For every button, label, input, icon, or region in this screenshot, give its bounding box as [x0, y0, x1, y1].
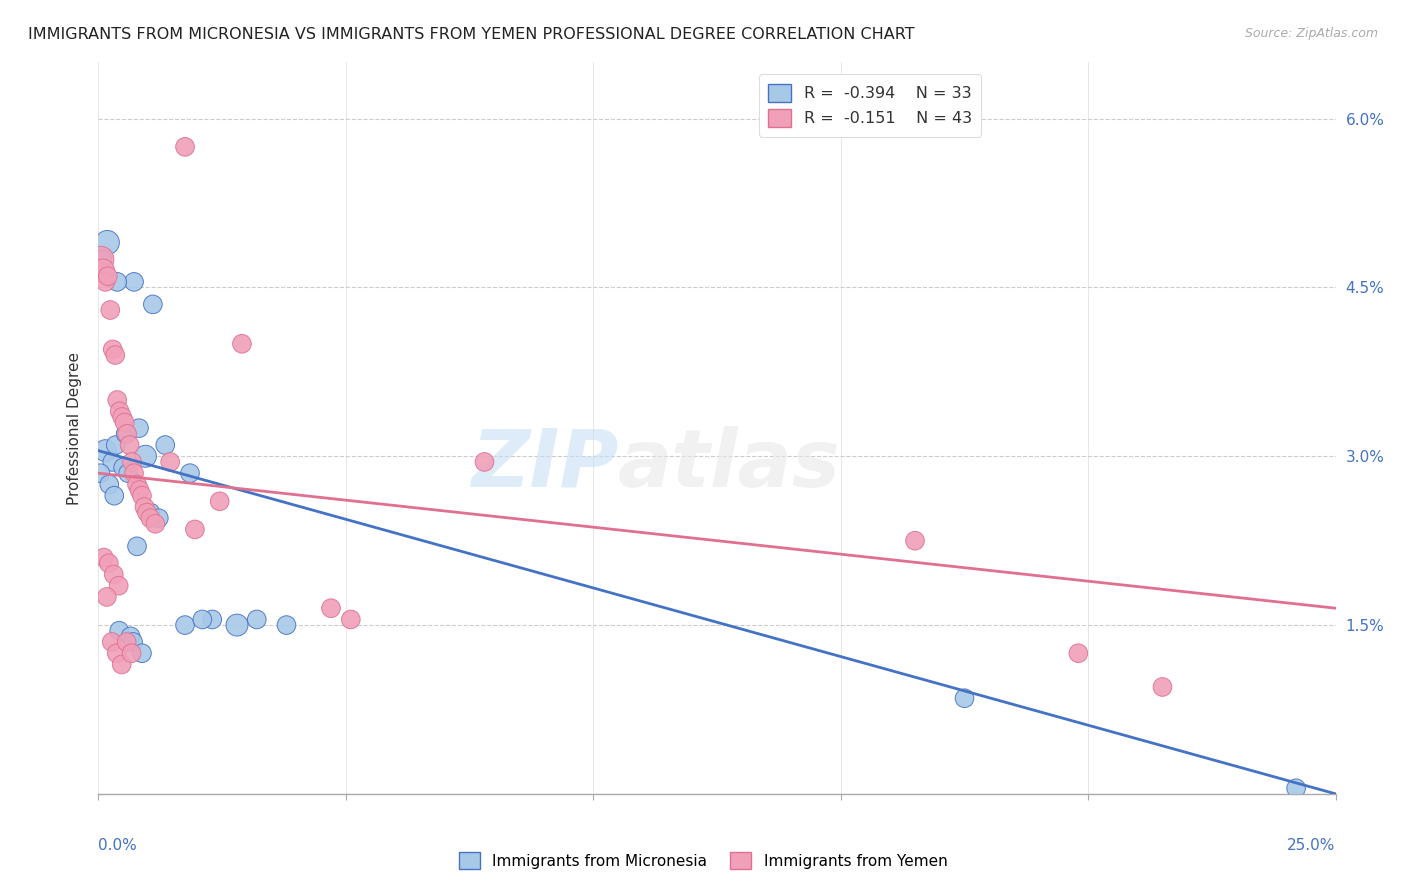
Y-axis label: Professional Degree: Professional Degree: [67, 351, 83, 505]
Point: [104, 348, 127, 362]
Point: [1067, 646, 1090, 660]
Point: [97, 269, 120, 284]
Point: [107, 579, 129, 593]
Point: [117, 466, 139, 480]
Point: [120, 629, 142, 643]
Point: [121, 646, 143, 660]
Point: [111, 657, 134, 672]
Point: [96, 235, 118, 250]
Text: 0.0%: 0.0%: [98, 838, 138, 853]
Point: [121, 455, 143, 469]
Point: [131, 489, 153, 503]
Point: [122, 466, 145, 480]
Point: [97, 556, 120, 570]
Point: [108, 624, 131, 638]
Point: [953, 691, 976, 706]
Point: [94, 275, 117, 289]
Point: [105, 392, 128, 407]
Point: [103, 567, 125, 582]
Point: [96, 590, 118, 604]
Point: [93, 550, 115, 565]
Point: [118, 438, 141, 452]
Point: [94, 443, 117, 458]
Point: [131, 646, 153, 660]
Point: [135, 506, 157, 520]
Text: ZIP: ZIP: [471, 425, 619, 504]
Point: [142, 297, 165, 311]
Point: [115, 426, 138, 441]
Text: Source: ZipAtlas.com: Source: ZipAtlas.com: [1244, 27, 1378, 40]
Point: [101, 343, 124, 357]
Point: [1285, 781, 1308, 796]
Legend: R =  -0.394    N = 33, R =  -0.151    N = 43: R = -0.394 N = 33, R = -0.151 N = 43: [759, 74, 981, 136]
Point: [128, 421, 150, 435]
Point: [114, 426, 136, 441]
Point: [134, 450, 156, 464]
Point: [115, 635, 138, 649]
Point: [128, 483, 150, 497]
Point: [246, 612, 269, 626]
Point: [105, 646, 128, 660]
Point: [474, 455, 496, 469]
Point: [174, 618, 197, 632]
Text: IMMIGRANTS FROM MICRONESIA VS IMMIGRANTS FROM YEMEN PROFESSIONAL DEGREE CORRELAT: IMMIGRANTS FROM MICRONESIA VS IMMIGRANTS…: [28, 27, 915, 42]
Point: [1152, 680, 1174, 694]
Point: [111, 409, 134, 424]
Point: [103, 489, 125, 503]
Point: [208, 494, 231, 508]
Point: [226, 618, 249, 632]
Legend: Immigrants from Micronesia, Immigrants from Yemen: Immigrants from Micronesia, Immigrants f…: [453, 846, 953, 875]
Point: [231, 336, 253, 351]
Point: [104, 438, 127, 452]
Point: [184, 523, 207, 537]
Point: [155, 438, 177, 452]
Point: [90, 252, 112, 267]
Point: [139, 506, 162, 520]
Point: [148, 511, 170, 525]
Point: [159, 455, 181, 469]
Point: [114, 416, 136, 430]
Text: atlas: atlas: [619, 425, 841, 504]
Point: [191, 612, 214, 626]
Point: [179, 466, 201, 480]
Point: [125, 539, 148, 553]
Point: [91, 263, 114, 277]
Point: [105, 275, 128, 289]
Point: [122, 635, 145, 649]
Point: [122, 275, 145, 289]
Point: [139, 511, 162, 525]
Point: [125, 477, 148, 491]
Point: [101, 635, 124, 649]
Point: [89, 466, 111, 480]
Point: [276, 618, 298, 632]
Point: [91, 252, 114, 267]
Point: [108, 404, 131, 418]
Point: [134, 500, 156, 514]
Point: [174, 140, 197, 154]
Point: [98, 303, 121, 318]
Point: [201, 612, 224, 626]
Point: [340, 612, 363, 626]
Point: [112, 460, 135, 475]
Point: [98, 477, 121, 491]
Point: [904, 533, 927, 548]
Point: [143, 516, 166, 531]
Point: [319, 601, 342, 615]
Text: 25.0%: 25.0%: [1288, 838, 1336, 853]
Point: [101, 455, 124, 469]
